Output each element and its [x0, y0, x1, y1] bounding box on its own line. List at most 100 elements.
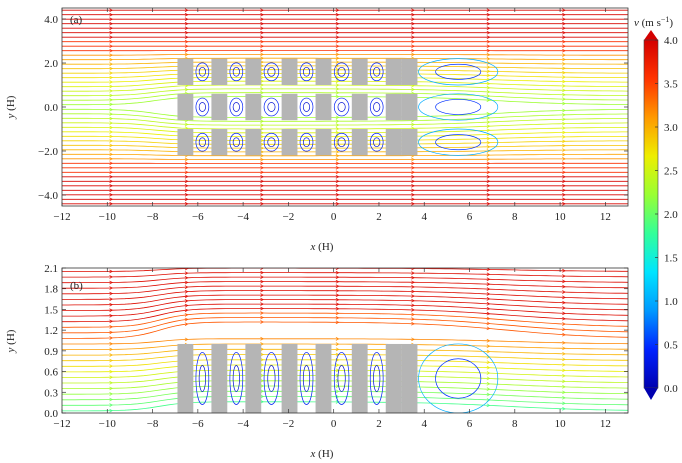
streamline-arrow: [486, 48, 491, 53]
building: [211, 58, 228, 85]
building: [385, 343, 402, 413]
streamline-arrow: [411, 298, 415, 303]
vortex: [232, 66, 240, 77]
panel-b-streamlines: [62, 268, 628, 413]
streamline-arrow: [335, 127, 340, 131]
streamline-arrow: [109, 66, 114, 71]
streamline-arrow: [562, 197, 566, 202]
streamline-arrow: [411, 21, 415, 26]
x-tick-label: 2: [376, 418, 382, 430]
vortex: [333, 352, 350, 405]
vortex: [369, 132, 384, 152]
streamline-arrow: [260, 270, 264, 275]
streamline-arrow: [260, 71, 264, 76]
streamline-arrow: [335, 293, 340, 298]
streamline-arrow: [562, 143, 566, 148]
streamline-arrow: [411, 308, 415, 312]
colorbar-tick-label: 2.5: [664, 166, 678, 178]
streamline-arrow: [184, 26, 189, 31]
streamline-arrow: [260, 201, 264, 206]
streamline: [62, 354, 628, 362]
colorbar-tick-label: 2.0: [664, 209, 678, 221]
streamline-arrow: [109, 286, 114, 290]
streamline-arrow: [411, 17, 415, 22]
streamline-arrow: [411, 289, 415, 294]
streamline-arrow: [109, 342, 114, 346]
building: [401, 343, 418, 413]
streamline-arrow: [486, 61, 491, 65]
streamline-arrow: [335, 197, 340, 202]
streamline-arrow: [562, 295, 566, 300]
streamline-arrow: [260, 44, 264, 49]
streamline-arrow: [184, 289, 189, 294]
streamline-arrow: [335, 56, 340, 61]
streamline: [62, 308, 628, 323]
streamline-arrow: [562, 384, 566, 389]
streamline-arrow: [260, 21, 264, 26]
streamline-arrow: [109, 134, 114, 139]
streamline-arrow: [486, 360, 491, 365]
streamline-arrow: [335, 373, 340, 378]
streamline-arrow: [109, 130, 114, 134]
streamline-arrow: [184, 21, 189, 26]
streamline-arrow: [562, 35, 566, 40]
streamline: [62, 153, 628, 157]
streamline: [62, 65, 628, 70]
streamline-arrow: [335, 17, 340, 22]
streamline-arrow: [109, 392, 114, 396]
building: [351, 343, 368, 413]
streamline-arrow: [486, 344, 491, 348]
streamline-arrow: [109, 57, 114, 62]
y-tick-label: 0.9: [44, 346, 58, 358]
streamline-arrow: [260, 94, 264, 99]
streamline-arrow: [486, 188, 491, 193]
streamline-arrow: [486, 73, 491, 78]
x-tick-label: −2: [283, 418, 295, 430]
streamline-arrow: [562, 12, 566, 17]
streamline-arrow: [335, 67, 340, 72]
y-tick-label: 4.0: [44, 14, 58, 26]
streamline-arrow: [486, 85, 491, 90]
building: [351, 129, 368, 156]
streamline-arrow: [184, 201, 189, 206]
streamline-arrow: [562, 97, 566, 101]
streamline: [62, 108, 628, 118]
streamline-arrow: [260, 174, 264, 179]
streamline-arrow: [411, 35, 415, 40]
streamline-arrow: [562, 316, 566, 321]
streamline-arrow: [411, 165, 415, 170]
streamline-arrow: [335, 347, 340, 352]
streamline-arrow: [411, 122, 415, 127]
vortex: [198, 137, 206, 148]
building: [281, 343, 298, 413]
panel-a-xlabel: x (H): [310, 241, 334, 253]
streamline-arrow: [486, 376, 491, 381]
streamline-arrow: [411, 12, 415, 17]
streamline-arrow: [109, 347, 114, 352]
streamline-arrow: [486, 338, 491, 343]
streamline-arrow: [184, 30, 189, 35]
x-tick-label: −10: [99, 418, 117, 430]
streamline-arrow: [260, 150, 264, 154]
streamline-arrow: [486, 98, 491, 102]
panel-a-buildings: [177, 58, 418, 156]
x-tick-label: −10: [99, 211, 117, 223]
streamline-arrow: [562, 170, 566, 175]
streamline-arrow: [260, 357, 264, 362]
streamline-arrow: [562, 161, 566, 166]
streamline-arrow: [335, 83, 340, 87]
vortex: [373, 365, 381, 392]
streamline: [62, 396, 628, 406]
x-tick-label: −8: [147, 418, 159, 430]
x-tick-label: 4: [421, 418, 427, 430]
panel-a-axes: −12 −10 −8 −6 −4 −2 0 2 4 6 8 10 12 −4.0 −2.0 0.0 2.0 4.0: [38, 8, 628, 223]
streamline: [62, 149, 628, 153]
streamline-arrow: [562, 192, 566, 197]
colorbar-tick-label: 0.0: [664, 383, 678, 395]
streamline: [62, 126, 628, 134]
streamline-arrow: [562, 357, 566, 362]
vortex: [299, 97, 314, 117]
streamline-arrow: [109, 89, 114, 93]
streamline-arrow: [562, 401, 566, 406]
panel-b-axes: −12 −10 −8 −6 −4 −2 0 2 4 6 8 10 12 0.0 0.3 0.6 0.9 1.2 1.…: [44, 263, 628, 430]
